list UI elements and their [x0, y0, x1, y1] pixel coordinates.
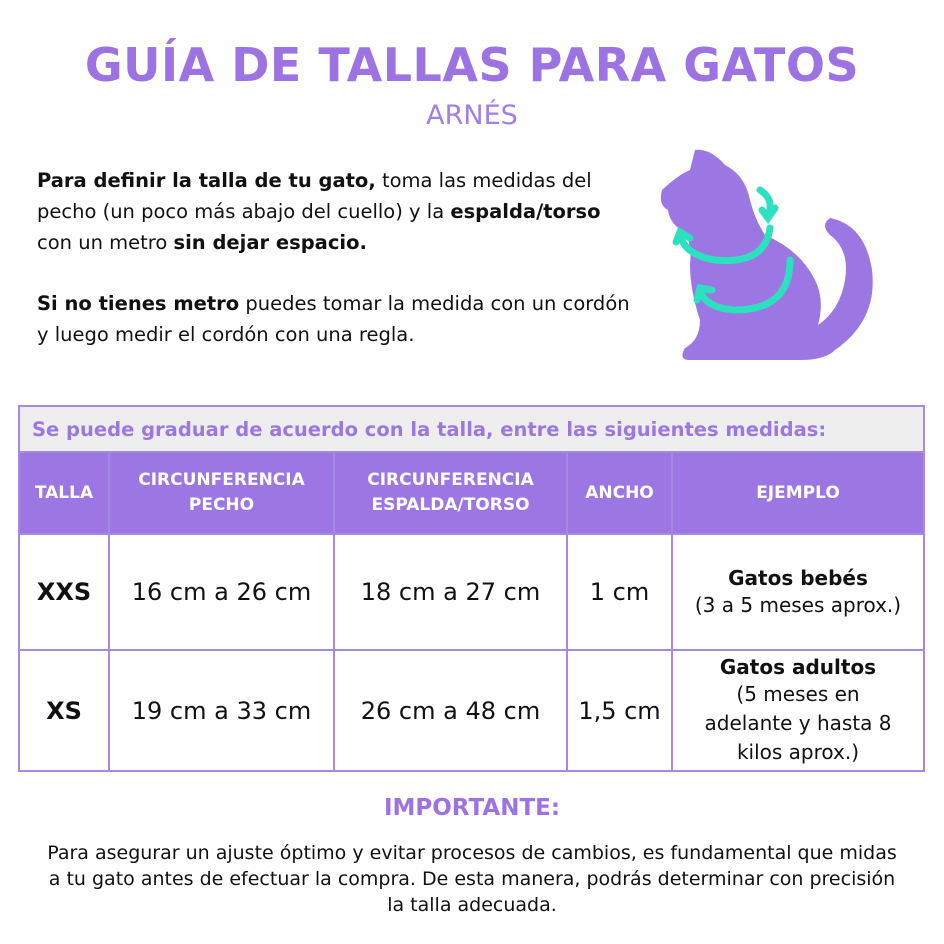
page-subtitle: ARNÉS — [426, 100, 518, 131]
cell-pecho: 16 cm a 26 cm — [108, 533, 335, 651]
cell-talla: XS — [18, 649, 110, 772]
intro-text: puedes tomar la medida con un cordón y l… — [37, 292, 630, 346]
cell-espalda: 26 cm a 48 cm — [333, 649, 568, 772]
intro-bold: Si no tienes metro — [37, 292, 240, 315]
cell-ancho: 1 cm — [566, 533, 673, 651]
cell-ejemplo: Gatos adultos (5 meses en adelante y hast… — [671, 649, 925, 772]
cat-measuring-icon — [660, 149, 873, 360]
cell-espalda: 18 cm a 27 cm — [333, 533, 568, 651]
header-ancho: ANCHO — [566, 451, 673, 535]
table-row: XS 19 cm a 33 cm 26 cm a 48 cm 1,5 cm Ga… — [18, 649, 925, 772]
header-espalda: CIRCUNFERENCIA ESPALDA/TORSO — [333, 451, 568, 535]
cell-talla: XXS — [18, 533, 110, 651]
intro-paragraph-2: Si no tienes metro puedes tomar la medid… — [37, 288, 637, 350]
intro-text: toma las medidas del pecho (un poco más … — [37, 169, 592, 223]
table-row: XXS 16 cm a 26 cm 18 cm a 27 cm 1 cm Gat… — [18, 533, 925, 651]
intro-text: con un metro — [37, 231, 174, 254]
important-heading: IMPORTANTE: — [383, 795, 561, 821]
intro-bold: Para definir la talla de tu gato, — [37, 169, 376, 192]
intro-paragraph-1: Para definir la talla de tu gato, toma l… — [37, 165, 637, 258]
header-talla: TALLA — [18, 451, 110, 535]
header-ejemplo: EJEMPLO — [671, 451, 925, 535]
header-pecho: CIRCUNFERENCIA PECHO — [108, 451, 335, 535]
intro-bold: espalda/torso — [450, 200, 601, 223]
important-text: Para asegurar un ajuste óptimo y evitar … — [47, 842, 897, 916]
cell-ancho: 1,5 cm — [566, 649, 673, 772]
cell-ejemplo: Gatos bebés (3 a 5 meses aprox.) — [671, 533, 925, 651]
table-header-row: TALLA CIRCUNFERENCIA PECHO CIRCUNFERENCIA… — [18, 451, 925, 535]
size-table: Se puede graduar de acuerdo con la talla… — [18, 405, 925, 772]
table-caption: Se puede graduar de acuerdo con la talla… — [18, 405, 925, 453]
page-title: GUÍA DE TALLAS PARA GATOS — [84, 38, 860, 92]
cell-pecho: 19 cm a 33 cm — [108, 649, 335, 772]
intro-bold: sin dejar espacio. — [173, 231, 367, 254]
